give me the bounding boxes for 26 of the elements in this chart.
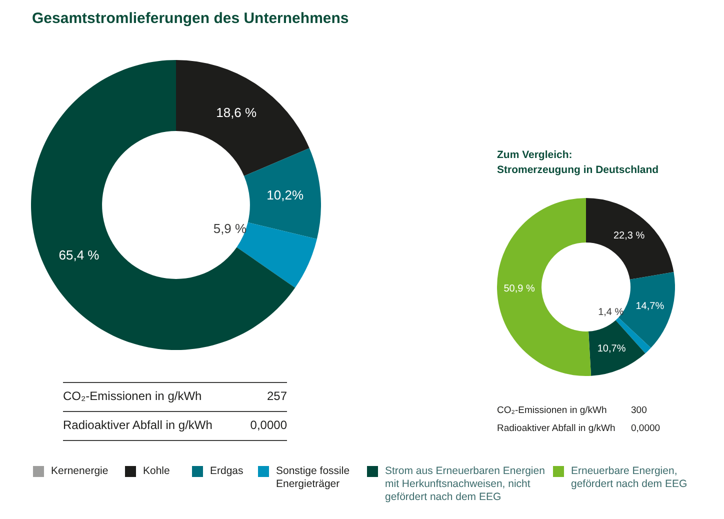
data-label: 10,7% bbox=[597, 343, 626, 354]
data-label: 65,4 % bbox=[58, 247, 100, 262]
legend-label: Erneuerbare Energien, gefördert nach dem EEG bbox=[571, 465, 688, 491]
text: 0,0000 bbox=[631, 422, 660, 436]
chart-subtitle: Stromerzeugung in Deutschland bbox=[497, 162, 659, 178]
text: 257 bbox=[266, 388, 287, 405]
legend-label: Kohle bbox=[143, 465, 170, 478]
legend-label: Sonstige fossile Energieträger bbox=[276, 465, 351, 491]
chart-title: Zum Vergleich: bbox=[497, 148, 572, 163]
data-label: 14,7% bbox=[636, 300, 664, 312]
text: CO₂-Emissionen in g/kWh bbox=[497, 404, 607, 418]
data-label: 22,3 % bbox=[613, 230, 645, 242]
legend-label: Erdgas bbox=[210, 465, 244, 478]
data-label: 5,9 % bbox=[213, 220, 248, 236]
data-label: 50,9 % bbox=[504, 284, 535, 295]
text: CO₂-Emissionen in g/kWh bbox=[63, 388, 202, 405]
text: Radioaktiver Abfall in g/kWh bbox=[497, 422, 616, 436]
data-label: 18,6 % bbox=[216, 105, 258, 120]
data-label: 1,4 % bbox=[598, 307, 624, 318]
legend-label: Strom aus Erneuerbaren Energien mit Herkunftsnachweisen, nicht gefördert nach dem EEG bbox=[385, 465, 546, 504]
text: 300 bbox=[631, 404, 647, 418]
data-label: 10,2% bbox=[266, 187, 304, 202]
text: Radioaktiver Abfall in g/kWh bbox=[63, 417, 212, 434]
text: 0,0000 bbox=[250, 417, 287, 434]
legend-label: Kernenergie bbox=[51, 465, 108, 478]
chart-title: Gesamtstromlieferungen des Unternehmens bbox=[32, 9, 349, 29]
